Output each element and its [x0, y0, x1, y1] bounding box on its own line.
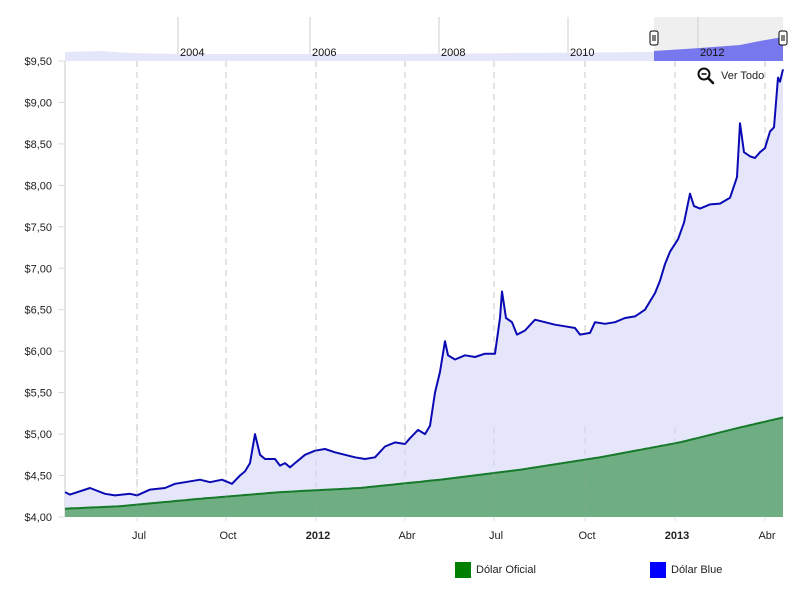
legend-item-dolar-oficial[interactable]: Dólar Oficial [455, 562, 536, 578]
x-tick-label: 2013 [665, 530, 689, 542]
dolar-blue-line [64, 69, 784, 497]
x-axis-labels: Jul Oct 2012 Abr Jul Oct 2013 Abr [132, 530, 776, 542]
navigator-tick-label: 2012 [700, 47, 724, 59]
x-tick-label: Jul [489, 530, 503, 542]
x-tick-label: Oct [219, 530, 236, 542]
navigator-tick-label: 2004 [180, 47, 204, 59]
x-tick-label: Abr [398, 530, 415, 542]
x-tick-label: Abr [758, 530, 775, 542]
y-tick-label: $7,00 [24, 263, 52, 275]
y-tick-label: $5,50 [24, 388, 52, 400]
navigator-right-handle[interactable] [778, 30, 788, 46]
navigator-area [65, 51, 654, 61]
navigator-tick-label: 2006 [312, 47, 336, 59]
y-tick-label: $8,50 [24, 139, 52, 151]
navigator-left-handle[interactable] [649, 30, 659, 46]
dolar-blue-area [65, 69, 783, 518]
y-tick-label: $9,00 [24, 97, 52, 109]
y-tick-label: $6,50 [24, 305, 52, 317]
navigator-selected-area [654, 37, 783, 61]
y-tick-label: $6,00 [24, 346, 52, 358]
navigator-tick-label: 2008 [441, 47, 465, 59]
navigator-tick-label: 2010 [570, 47, 594, 59]
y-tick-label: $8,00 [24, 180, 52, 192]
y-tick-label: $9,50 [24, 56, 52, 68]
navigator-labels: 2004 2006 2008 2010 2012 [180, 47, 724, 59]
y-tick-label: $4,00 [24, 512, 52, 524]
reset-zoom-label: Ver Todo [721, 70, 765, 82]
range-navigator[interactable]: 2004 2006 2008 2010 2012 [65, 17, 788, 61]
legend-item-dolar-blue[interactable]: Dólar Blue [650, 562, 722, 578]
legend-swatch-green [455, 562, 471, 578]
legend-label: Dólar Blue [671, 564, 723, 576]
legend-label: Dólar Oficial [476, 564, 536, 576]
y-axis-ticks: $4,00 $4,50 $5,00 $5,50 $6,00 $6,50 $7,00 $7,50… [24, 56, 65, 524]
y-tick-label: $4,50 [24, 471, 52, 483]
legend-swatch-blue [650, 562, 666, 578]
plot-area: $4,00 $4,50 $5,00 $5,50 $6,00 $6,50 $7,00 $7,50… [24, 56, 784, 542]
y-tick-label: $5,00 [24, 429, 52, 441]
reset-zoom-button[interactable]: Ver Todo [697, 67, 764, 85]
x-tick-label: Oct [578, 530, 595, 542]
x-tick-label: 2012 [306, 530, 330, 542]
x-gridlines-overlay [136, 427, 766, 525]
x-tick-label: Jul [132, 530, 146, 542]
dolar-oficial-line [64, 416, 784, 510]
y-tick-label: $7,50 [24, 222, 52, 234]
dolar-oficial-area [65, 417, 783, 517]
zoom-out-icon [697, 67, 715, 85]
navigator-gridlines [177, 17, 699, 61]
